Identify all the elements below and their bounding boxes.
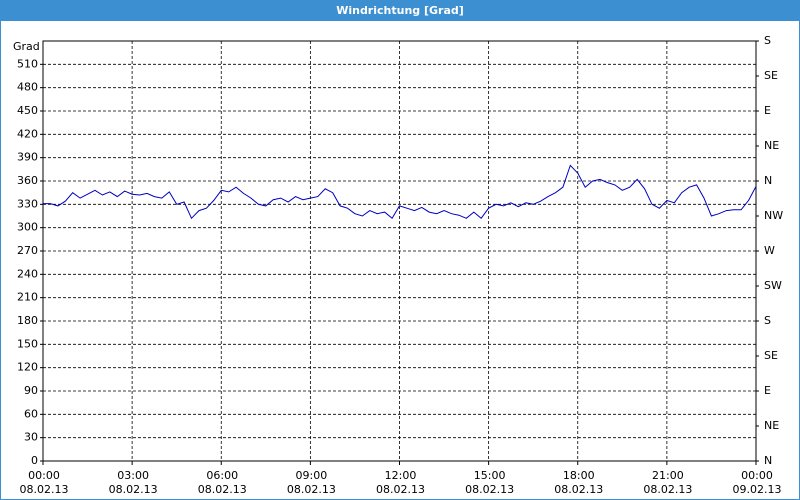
y2-tick-label: NE: [764, 419, 779, 432]
x-tick-label: 15:00 08.02.13: [465, 469, 515, 496]
y-tick-label: 150: [17, 337, 38, 350]
y-tick-label: 60: [24, 407, 38, 420]
y2-tick-label: S: [764, 314, 771, 327]
x-tick-label: 09:00 08.02.13: [286, 469, 336, 496]
x-tick-label: 06:00 08.02.13: [197, 469, 247, 496]
y2-tick-label: S: [764, 34, 771, 47]
y2-tick-label: W: [764, 244, 775, 257]
data-line: [43, 164, 757, 220]
y-tick-label: 330: [17, 197, 38, 210]
x-tick-label: 00:00 09.02.13: [732, 469, 782, 496]
y2-tick-label: N: [764, 174, 772, 187]
y-tick-label: 450: [17, 104, 38, 117]
y2-tick-label: SE: [764, 349, 778, 362]
y-tick-label: 270: [17, 244, 38, 257]
y2-tick-label: E: [764, 104, 771, 117]
y-tick-label: 90: [24, 384, 38, 397]
y2-tick-label: N: [764, 454, 772, 467]
y2-tick-label: NE: [764, 139, 779, 152]
y2-tick-label: SE: [764, 69, 778, 82]
x-tick-label: 18:00 08.02.13: [554, 469, 604, 496]
y-tick-label: 180: [17, 314, 38, 327]
y2-tick-label: NW: [764, 209, 783, 222]
title-bar: Windrichtung [Grad]: [1, 1, 799, 21]
y-tick-label: 360: [17, 174, 38, 187]
x-tick-label: 03:00 08.02.13: [108, 469, 158, 496]
x-tick-label: 21:00 08.02.13: [643, 469, 693, 496]
y-tick-label: 210: [17, 291, 38, 304]
y2-tick-label: E: [764, 384, 771, 397]
x-tick-label: 12:00 08.02.13: [376, 469, 425, 496]
y2-tick-label: SW: [764, 279, 782, 292]
y-tick-label: 300: [17, 221, 38, 234]
y-tick-label: 0: [31, 454, 38, 467]
y-tick-label: 510: [17, 57, 38, 70]
y-tick-label: 390: [17, 151, 38, 164]
y-tick-label: 120: [17, 361, 38, 374]
y-tick-label: 30: [24, 431, 38, 444]
y-axis-label: Grad: [13, 40, 40, 53]
x-tick-label: 00:00 08.02.13: [19, 469, 69, 496]
y-tick-label: 420: [17, 127, 38, 140]
y-tick-label: 480: [17, 81, 38, 94]
y-tick-label: 240: [17, 267, 38, 280]
